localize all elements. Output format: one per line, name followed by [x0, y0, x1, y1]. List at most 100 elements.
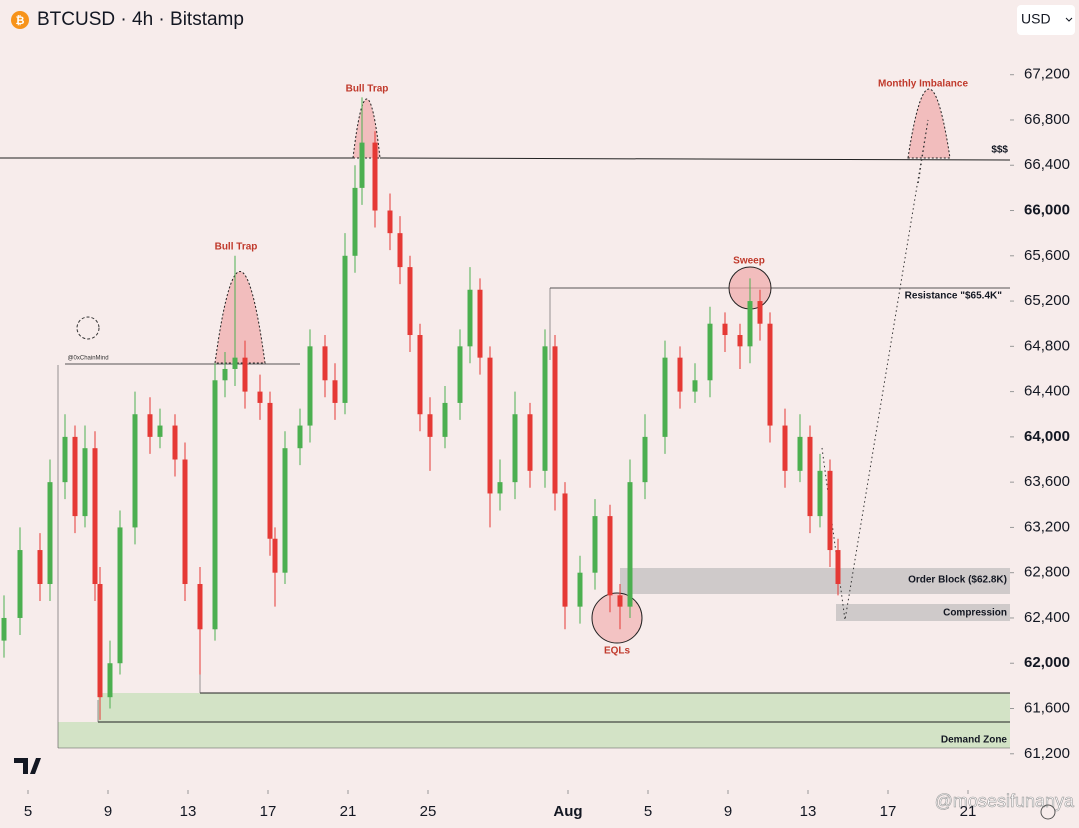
candle-body [757, 301, 763, 324]
candle-body [835, 550, 841, 585]
candle-body [662, 357, 668, 437]
candle-body [322, 346, 328, 381]
candle-body [827, 470, 833, 551]
dropdown-arrow[interactable] [1065, 17, 1073, 22]
candle-body [97, 584, 103, 698]
y-tick-label: 66,400 [1024, 156, 1070, 173]
y-tick-label: 65,600 [1024, 247, 1070, 264]
candle-body [467, 289, 473, 347]
imbalance-shape [907, 88, 951, 159]
candle-body [607, 516, 613, 596]
candle-body [17, 550, 23, 618]
annotation: $$$ [991, 145, 1008, 156]
annotation: Bull Trap [346, 84, 389, 95]
tv-logo [14, 758, 41, 774]
y-tick-label: 62,000 [1024, 654, 1070, 671]
candle-body [527, 414, 533, 471]
candle-body [182, 459, 188, 585]
candle-body [132, 414, 138, 528]
y-tick-label: 62,400 [1024, 609, 1070, 626]
candle-body [107, 663, 113, 698]
y-tick-label: 61,200 [1024, 745, 1070, 762]
x-tick-label: Aug [553, 803, 582, 820]
candle-body [117, 527, 123, 664]
candle-body [242, 357, 248, 392]
candle-body [512, 414, 518, 483]
compression-zone [836, 604, 1010, 621]
y-tick-label: 66,800 [1024, 111, 1070, 128]
candle-body [642, 436, 648, 483]
y-tick-label: 65,200 [1024, 292, 1070, 309]
demand-zone-lower [58, 722, 1010, 748]
candle-body [737, 335, 743, 347]
y-tick-label: 62,800 [1024, 564, 1070, 581]
candle-body [442, 402, 448, 437]
y-tick-label: 66,000 [1024, 201, 1070, 218]
bull-trap-shape [214, 271, 266, 364]
candle-body [342, 255, 348, 403]
candle-body [387, 210, 393, 234]
candle-body [797, 436, 803, 471]
candle-body [692, 380, 698, 392]
candle-body [297, 425, 303, 449]
candle-body [267, 402, 273, 539]
candle-body [457, 346, 463, 403]
annotation: Compression [943, 608, 1007, 619]
candles [1, 97, 841, 720]
x-tick-label: 17 [260, 803, 277, 820]
candle-body [577, 572, 583, 607]
coin-symbol: ₿ [16, 15, 25, 27]
x-tick-label: 5 [24, 803, 32, 820]
chart-title: BTCUSD · 4h · Bitstamp [37, 9, 244, 30]
candle-body [552, 346, 558, 494]
x-tick-label: 25 [420, 803, 437, 820]
author-tag: @0xChainMind [67, 356, 108, 362]
candle-body [147, 414, 153, 437]
candle-body [359, 142, 365, 188]
currency-label[interactable]: USD [1021, 11, 1051, 27]
candle-body [197, 584, 203, 630]
demand-zone-upper [98, 693, 1010, 722]
projection-path [821, 119, 929, 621]
x-tick-label: 21 [340, 803, 357, 820]
x-tick-label: 13 [800, 803, 817, 820]
candle-body [477, 289, 483, 358]
candle-body [627, 482, 633, 607]
candle-body [157, 425, 163, 437]
candle-body [37, 550, 43, 585]
annotation: Sweep [733, 256, 765, 267]
candle-body [722, 323, 728, 336]
candle-body [427, 414, 433, 437]
annotation: EQLs [604, 646, 631, 657]
header: ₿ BTCUSD · 4h · Bitstamp USD [11, 5, 1075, 35]
candle-body [417, 335, 423, 415]
candle-body [617, 595, 623, 607]
x-tick-label: 9 [104, 803, 112, 820]
annotation: Demand Zone [941, 735, 1008, 746]
coin-icon [11, 11, 29, 29]
candle-body [257, 391, 263, 403]
x-tick-label: 5 [644, 803, 652, 820]
candle-body [172, 425, 178, 460]
eql-circle [591, 592, 643, 644]
y-tick-label: 67,200 [1024, 66, 1070, 83]
annotation: Bull Trap [215, 242, 258, 253]
level-line [379, 157, 1011, 161]
currency-button[interactable] [1017, 5, 1075, 35]
candle-body [782, 425, 788, 471]
candle-body [807, 436, 813, 517]
annotation: Monthly Imbalance [878, 79, 968, 90]
settings-icon[interactable] [1040, 804, 1056, 820]
x-tick-label: 9 [724, 803, 732, 820]
candle-body [82, 448, 88, 517]
candle-body [497, 482, 503, 494]
candle-body [232, 357, 238, 369]
annotation: Order Block ($62.8K) [908, 575, 1007, 586]
x-tick-label: 13 [180, 803, 197, 820]
order-block [620, 568, 1010, 594]
annotation: Resistance "$65.4K" [905, 291, 1003, 302]
candle-body [707, 323, 713, 381]
